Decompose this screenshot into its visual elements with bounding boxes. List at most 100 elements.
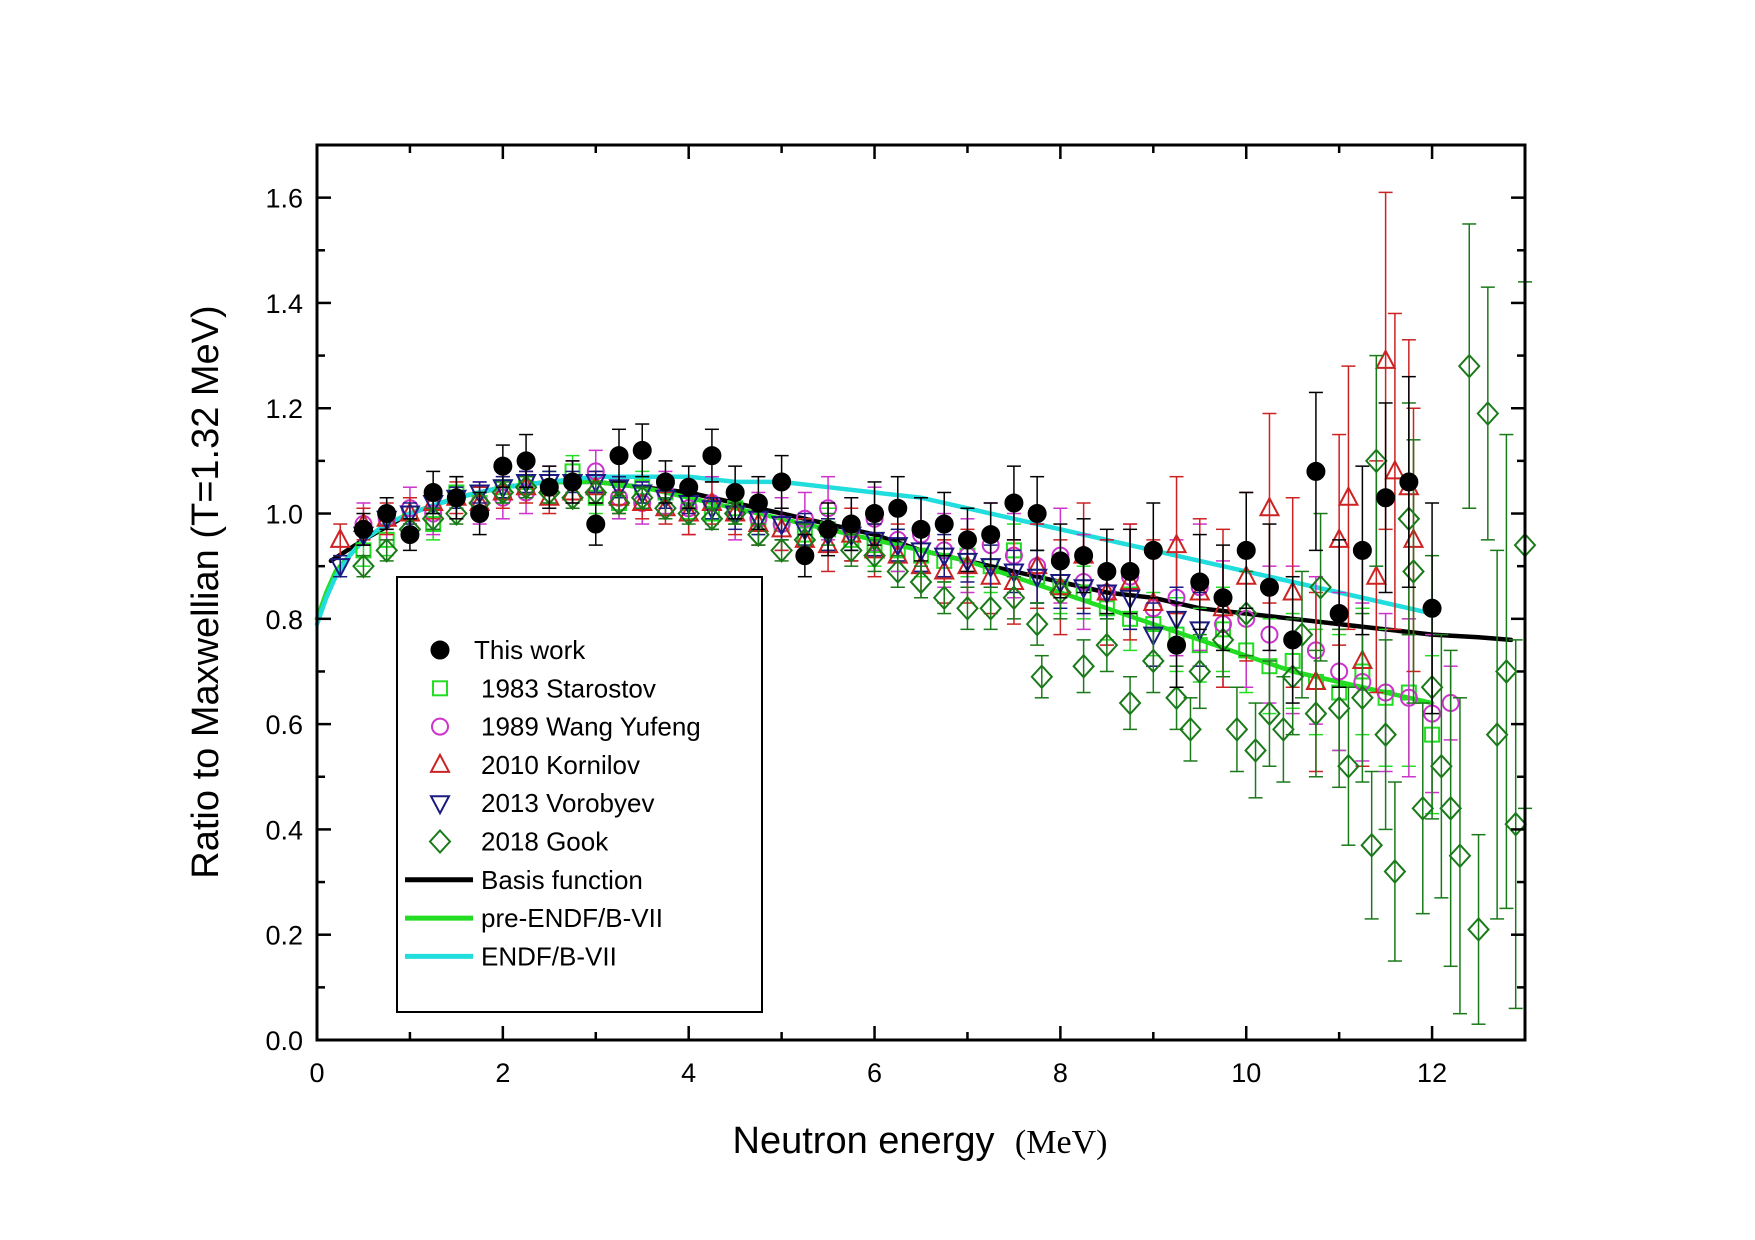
data-point bbox=[1383, 781, 1407, 962]
data-point bbox=[702, 428, 722, 483]
data-marker bbox=[607, 490, 631, 516]
data-point bbox=[1120, 528, 1140, 615]
data-marker bbox=[493, 456, 513, 476]
legend-marker bbox=[429, 795, 451, 816]
data-marker bbox=[329, 527, 351, 548]
data-point bbox=[1306, 391, 1326, 552]
data-marker bbox=[1120, 561, 1140, 581]
data-marker bbox=[1457, 353, 1481, 379]
data-marker bbox=[679, 477, 699, 497]
data-point bbox=[1025, 602, 1049, 646]
data-marker bbox=[377, 504, 397, 524]
y-tick-label: 0.0 bbox=[265, 1026, 303, 1056]
data-marker bbox=[609, 446, 629, 466]
data-marker bbox=[1360, 832, 1384, 858]
data-point bbox=[1352, 465, 1372, 636]
data-point bbox=[1118, 675, 1142, 731]
data-marker bbox=[911, 519, 931, 539]
legend-label: 2018 Gook bbox=[481, 827, 609, 857]
data-marker bbox=[1304, 701, 1328, 727]
data-point bbox=[1259, 523, 1279, 652]
data-marker bbox=[1272, 716, 1295, 742]
legend-entry: ENDF/B-VII bbox=[405, 941, 617, 971]
legend-label: 1983 Starostov bbox=[481, 673, 656, 703]
data-marker bbox=[1026, 568, 1048, 589]
data-point bbox=[932, 581, 956, 615]
data-point bbox=[1213, 544, 1233, 652]
data-point bbox=[1002, 575, 1026, 620]
data-point bbox=[1244, 702, 1267, 799]
data-marker bbox=[446, 488, 466, 508]
data-marker bbox=[375, 537, 399, 563]
data-marker bbox=[1495, 658, 1518, 684]
data-point bbox=[516, 433, 536, 488]
data-point bbox=[423, 470, 443, 515]
data-marker bbox=[1467, 916, 1490, 942]
data-marker bbox=[841, 514, 861, 534]
data-marker bbox=[655, 472, 675, 492]
data-marker bbox=[632, 440, 652, 460]
data-point bbox=[1004, 465, 1024, 541]
x-tick-label: 12 bbox=[1417, 1058, 1447, 1088]
x-axis-unit: (MeV) bbox=[1015, 1124, 1108, 1161]
data-marker bbox=[1097, 561, 1117, 581]
data-point bbox=[865, 481, 885, 546]
legend-label: ENDF/B-VII bbox=[481, 941, 617, 971]
data-point bbox=[377, 496, 397, 531]
data-marker bbox=[1430, 753, 1453, 779]
data-marker bbox=[586, 514, 606, 534]
data-marker bbox=[1141, 648, 1165, 674]
data-point bbox=[748, 475, 768, 531]
y-axis-title: Ratio to Maxwellian (T=1.32 MeV) bbox=[185, 305, 227, 878]
data-point bbox=[981, 502, 1001, 567]
data-marker bbox=[1188, 658, 1212, 684]
data-point bbox=[1504, 639, 1528, 1010]
data-marker bbox=[1118, 690, 1142, 716]
data-marker bbox=[561, 485, 584, 511]
data-marker bbox=[979, 595, 1003, 621]
data-point bbox=[772, 454, 792, 510]
data-marker bbox=[1351, 685, 1374, 711]
data-marker bbox=[630, 485, 654, 511]
x-axis-title: Neutron energy (MeV) bbox=[733, 1120, 1108, 1162]
data-marker bbox=[470, 504, 490, 524]
data-marker bbox=[888, 498, 908, 518]
data-point bbox=[539, 465, 559, 510]
data-marker bbox=[700, 506, 724, 532]
data-marker bbox=[770, 537, 793, 563]
data-point bbox=[1167, 602, 1187, 689]
legend-marker bbox=[430, 640, 450, 660]
y-tick-label: 0.2 bbox=[265, 921, 303, 951]
data-point bbox=[1258, 660, 1281, 767]
data-marker bbox=[1072, 653, 1095, 679]
data-marker bbox=[563, 472, 583, 492]
y-tick-label: 1.6 bbox=[265, 184, 303, 214]
x-tick-label: 6 bbox=[867, 1058, 882, 1088]
data-marker bbox=[1327, 695, 1351, 721]
data-point bbox=[609, 428, 629, 483]
data-marker bbox=[932, 585, 956, 611]
data-point bbox=[563, 460, 583, 504]
data-marker bbox=[1025, 611, 1049, 637]
data-marker bbox=[865, 504, 885, 524]
data-point bbox=[1283, 575, 1303, 704]
legend-entry: 2010 Kornilov bbox=[429, 750, 640, 780]
data-marker bbox=[957, 530, 977, 550]
data-marker bbox=[1399, 472, 1419, 492]
data-point bbox=[352, 553, 375, 579]
data-point bbox=[888, 475, 908, 541]
data-point bbox=[1095, 618, 1119, 673]
y-tick-label: 1.2 bbox=[265, 394, 303, 424]
data-marker bbox=[1165, 685, 1188, 711]
data-marker bbox=[795, 546, 815, 566]
legend-entry: 1989 Wang Yufeng bbox=[431, 712, 701, 742]
data-marker bbox=[1213, 588, 1233, 608]
data-marker bbox=[1485, 722, 1509, 748]
data-marker bbox=[677, 501, 701, 527]
data-marker bbox=[794, 521, 816, 542]
y-tick-label: 0.8 bbox=[265, 605, 303, 635]
data-marker bbox=[514, 474, 538, 500]
data-point bbox=[1422, 502, 1442, 715]
